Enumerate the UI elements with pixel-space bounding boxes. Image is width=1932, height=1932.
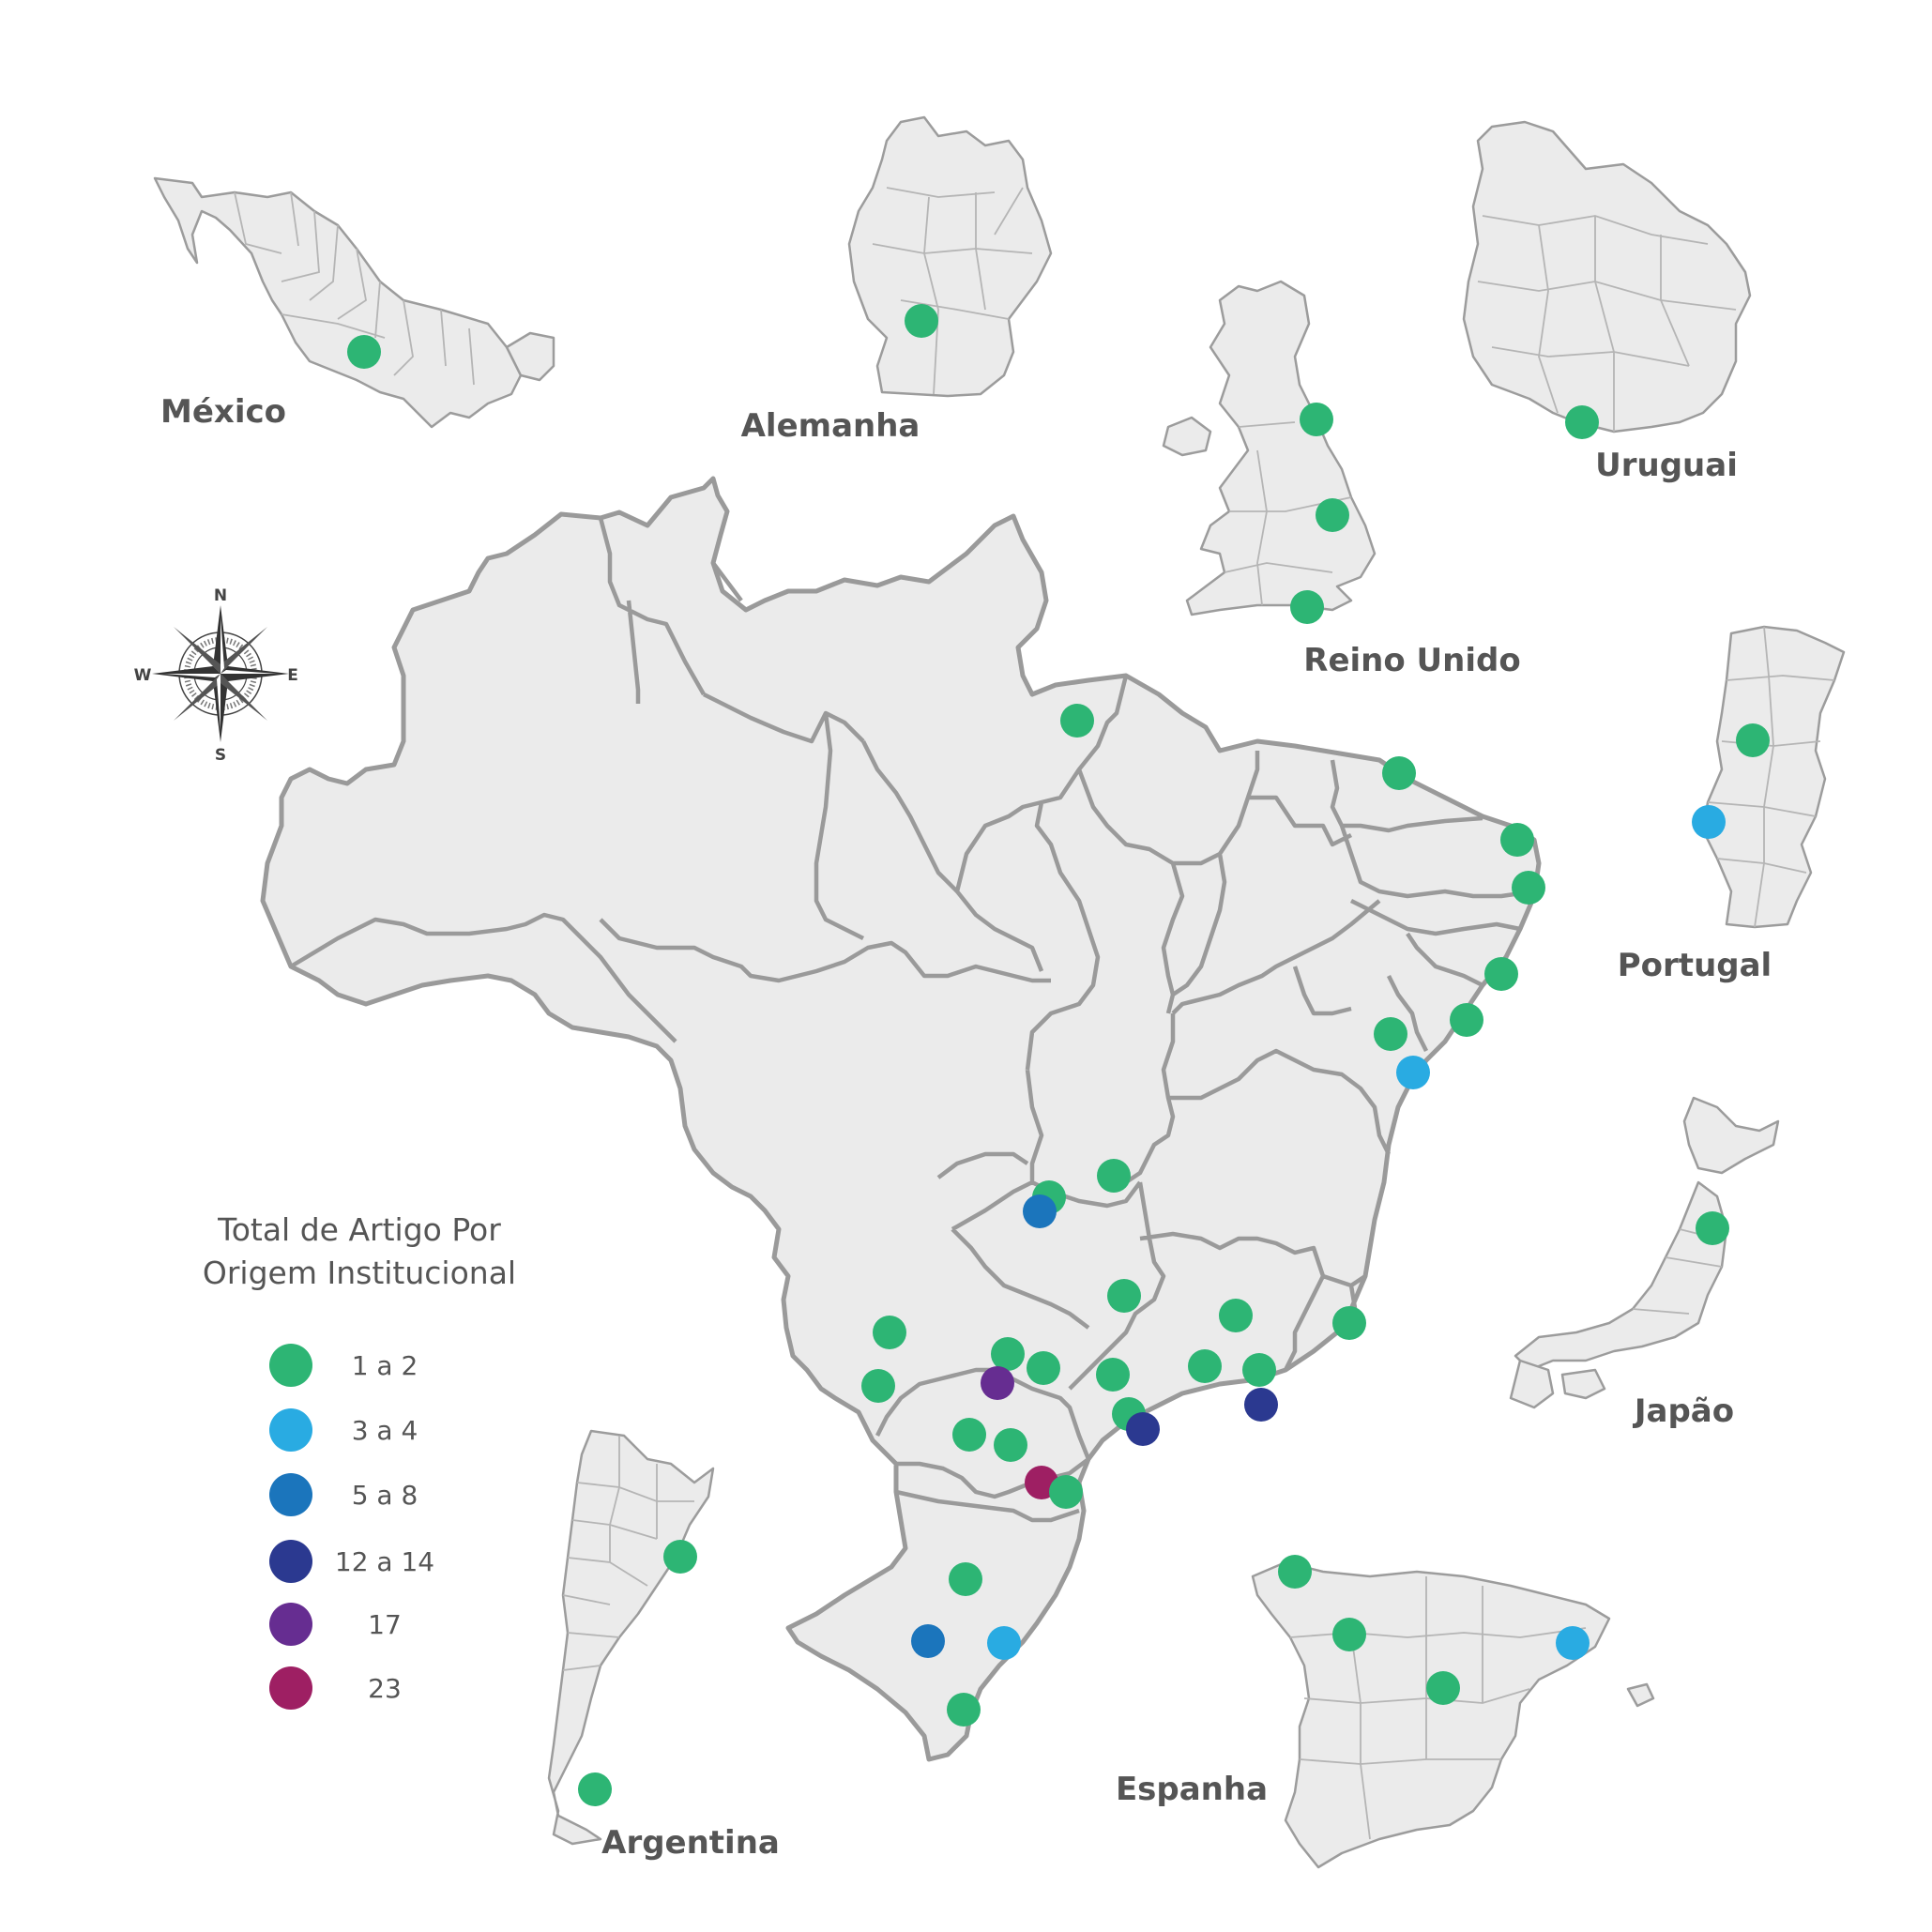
marker-santa-maria-north	[949, 1562, 982, 1596]
label-japao: Japão	[1633, 1392, 1734, 1430]
legend-label-4: 17	[368, 1609, 402, 1640]
marker-belo-horizonte	[1219, 1299, 1253, 1332]
marker-sp-presidente-prudente	[981, 1366, 1014, 1400]
marker-curitiba-east	[1049, 1475, 1083, 1509]
marker-palmas	[1097, 1159, 1131, 1193]
legend-swatch-1	[269, 1408, 312, 1452]
marker-uk-south	[1290, 590, 1324, 624]
marker-mexico	[347, 335, 381, 369]
japan-map: Japão	[1509, 1096, 1780, 1430]
marker-feira-de-santana	[1374, 1017, 1407, 1051]
compass-e: E	[287, 666, 298, 685]
label-uruguai: Uruguai	[1595, 447, 1738, 484]
marker-sp-west	[991, 1337, 1025, 1371]
marker-campo-grande	[873, 1316, 906, 1349]
compass-n: N	[214, 586, 227, 605]
legend-label-3: 12 a 14	[335, 1546, 434, 1577]
marker-sao-paulo	[1126, 1412, 1160, 1446]
marker-joao-pessoa	[1512, 871, 1545, 905]
brazil-map	[260, 476, 1545, 1762]
compass-s: S	[215, 746, 226, 765]
legend-swatch-5	[269, 1666, 312, 1710]
marker-uk-middle	[1316, 498, 1349, 532]
marker-santa-maria	[911, 1624, 945, 1658]
portugal-map: Portugal	[1618, 625, 1846, 984]
label-reino-unido: Reino Unido	[1303, 642, 1520, 679]
marker-argentina-buenos-aires	[663, 1540, 697, 1574]
marker-ponta-grossa-north	[994, 1428, 1027, 1462]
marker-pelotas	[947, 1693, 981, 1727]
label-portugal: Portugal	[1618, 947, 1772, 984]
legend-label-0: 1 a 2	[352, 1350, 418, 1381]
marker-alemanha	[905, 304, 938, 338]
legend-swatch-2	[269, 1473, 312, 1516]
marker-rio-de-janeiro	[1244, 1388, 1278, 1422]
mexico-map: México	[153, 176, 555, 431]
marker-belem	[1060, 704, 1094, 738]
marker-portugal-lisbon	[1692, 805, 1726, 839]
label-espanha: Espanha	[1116, 1771, 1268, 1808]
spain-map: Espanha	[1116, 1555, 1655, 1869]
legend-title-line1: Total de Artigo Por	[217, 1211, 501, 1248]
marker-fortaleza	[1382, 756, 1416, 790]
marker-uruguai	[1565, 405, 1599, 439]
legend: Total de Artigo Por Origem Institucional…	[203, 1211, 516, 1710]
uk-map: Reino Unido	[1162, 280, 1521, 679]
marker-portugal-north	[1736, 723, 1770, 757]
marker-espanha-north	[1332, 1618, 1366, 1651]
legend-label-5: 23	[368, 1673, 402, 1704]
compass-w: W	[134, 666, 152, 685]
legend-swatch-3	[269, 1540, 312, 1583]
argentina-map: Argentina	[547, 1429, 780, 1862]
marker-juiz-de-fora	[1188, 1349, 1222, 1383]
marker-maringa	[952, 1418, 986, 1452]
marker-japao	[1696, 1211, 1729, 1245]
marker-ribeirao-preto	[1096, 1358, 1130, 1392]
legend-title-line2: Origem Institucional	[203, 1255, 516, 1291]
legend-swatch-4	[269, 1603, 312, 1646]
legend-label-2: 5 a 8	[352, 1480, 418, 1511]
label-argentina: Argentina	[601, 1824, 780, 1862]
marker-dourados	[861, 1369, 895, 1403]
legend-label-1: 3 a 4	[352, 1415, 418, 1446]
marker-goiania	[1023, 1194, 1057, 1228]
compass-rose: N S E W	[134, 586, 298, 765]
marker-argentina-south	[578, 1772, 612, 1806]
marker-salvador	[1396, 1056, 1430, 1089]
marker-natal	[1500, 823, 1534, 857]
marker-espanha-northwest	[1278, 1555, 1312, 1589]
label-mexico: México	[160, 393, 286, 431]
uruguay-map: Uruguai	[1462, 120, 1752, 484]
legend-items: 1 a 2 3 a 4 5 a 8 12 a 14 17 23	[269, 1344, 434, 1710]
marker-maceio	[1484, 957, 1518, 991]
marker-rio-north	[1242, 1353, 1276, 1387]
marker-sp-bauru	[1027, 1351, 1060, 1385]
marker-vitoria	[1332, 1306, 1366, 1340]
marker-espanha-madrid	[1426, 1671, 1460, 1705]
marker-aracaju	[1450, 1003, 1483, 1037]
marker-uberlandia	[1107, 1279, 1141, 1313]
marker-espanha-barcelona	[1556, 1626, 1590, 1660]
marker-porto-alegre	[987, 1626, 1021, 1660]
label-alemanha: Alemanha	[741, 407, 920, 445]
legend-swatch-0	[269, 1344, 312, 1387]
marker-uk-north	[1300, 403, 1333, 436]
germany-map: Alemanha	[741, 115, 1053, 445]
